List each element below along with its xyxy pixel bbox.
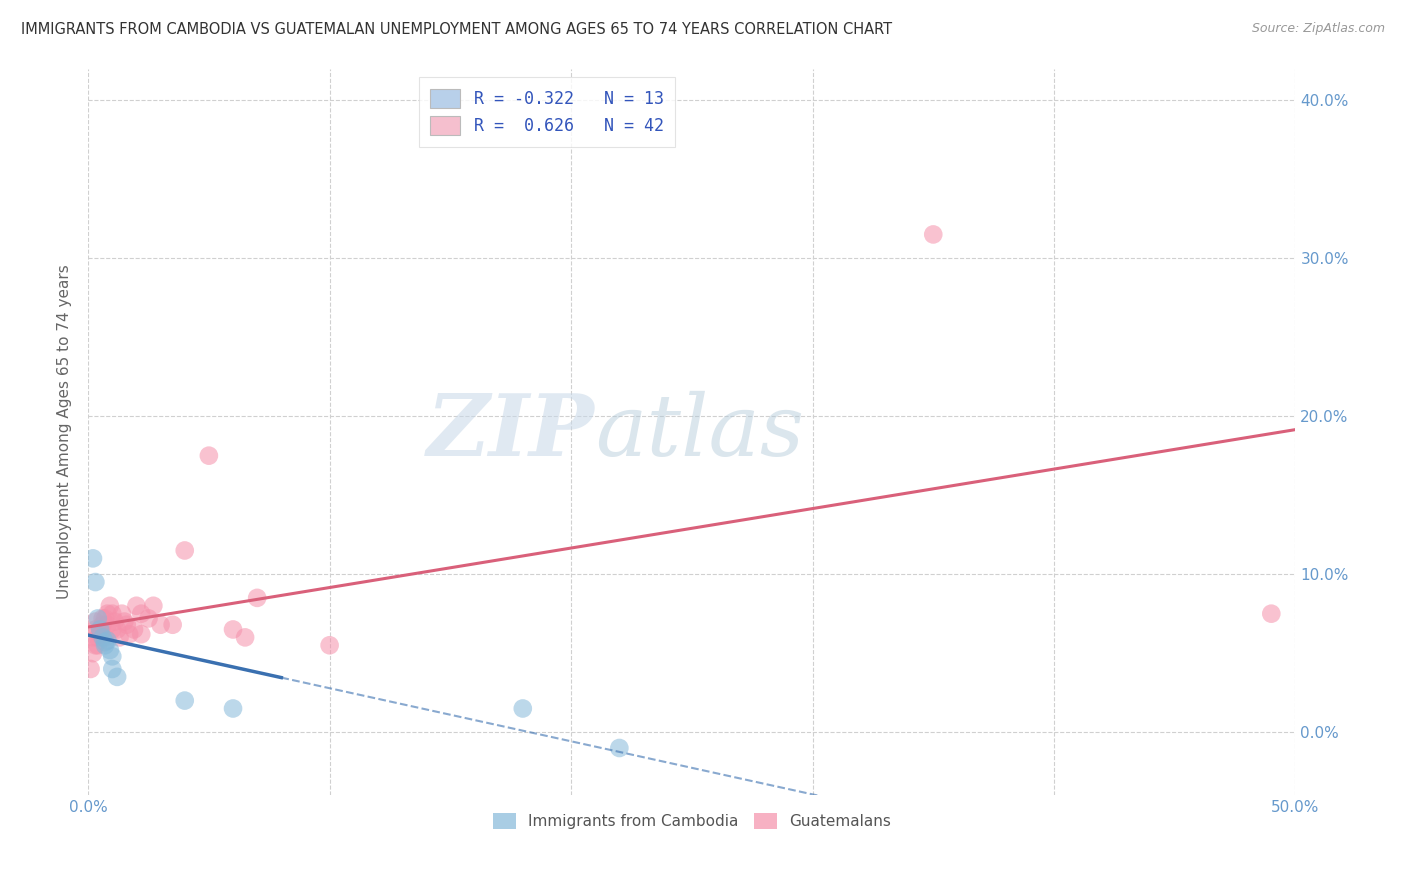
Point <box>87 638 110 652</box>
Point <box>101 662 124 676</box>
Point <box>115 617 138 632</box>
Legend: Immigrants from Cambodia, Guatemalans: Immigrants from Cambodia, Guatemalans <box>486 806 897 835</box>
Point <box>89 627 111 641</box>
Point <box>98 643 121 657</box>
Point <box>96 633 118 648</box>
Point <box>142 599 165 613</box>
Point <box>122 623 145 637</box>
Point <box>91 631 114 645</box>
Point <box>82 631 104 645</box>
Point <box>233 631 256 645</box>
Point <box>922 227 945 242</box>
Point <box>129 627 152 641</box>
Point <box>87 631 110 645</box>
Point <box>512 701 534 715</box>
Point <box>104 615 127 629</box>
Point <box>198 449 221 463</box>
Point <box>91 611 114 625</box>
Point <box>149 617 172 632</box>
Point <box>84 575 107 590</box>
Point <box>162 617 184 632</box>
Point <box>98 599 121 613</box>
Point <box>112 615 135 629</box>
Point <box>87 611 110 625</box>
Point <box>105 623 128 637</box>
Point <box>94 635 117 649</box>
Point <box>101 649 124 664</box>
Text: atlas: atlas <box>595 391 804 474</box>
Point <box>89 623 111 637</box>
Point <box>222 623 245 637</box>
Text: IMMIGRANTS FROM CAMBODIA VS GUATEMALAN UNEMPLOYMENT AMONG AGES 65 TO 74 YEARS CO: IMMIGRANTS FROM CAMBODIA VS GUATEMALAN U… <box>21 22 893 37</box>
Point <box>222 701 245 715</box>
Point <box>129 607 152 621</box>
Text: Source: ZipAtlas.com: Source: ZipAtlas.com <box>1251 22 1385 36</box>
Point <box>94 631 117 645</box>
Point <box>105 670 128 684</box>
Y-axis label: Unemployment Among Ages 65 to 74 years: Unemployment Among Ages 65 to 74 years <box>58 265 72 599</box>
Point <box>138 611 160 625</box>
Point <box>96 607 118 621</box>
Point <box>79 662 101 676</box>
Point <box>125 599 148 613</box>
Point <box>111 607 134 621</box>
Point <box>94 638 117 652</box>
Point <box>84 623 107 637</box>
Point <box>91 617 114 632</box>
Point <box>246 591 269 605</box>
Point <box>89 623 111 637</box>
Point <box>82 551 104 566</box>
Point <box>173 693 195 707</box>
Point <box>82 646 104 660</box>
Point <box>94 611 117 625</box>
Point <box>101 623 124 637</box>
Point <box>609 741 631 756</box>
Text: ZIP: ZIP <box>427 390 595 474</box>
Point <box>96 617 118 632</box>
Point <box>173 543 195 558</box>
Point <box>1260 607 1282 621</box>
Point <box>118 627 141 641</box>
Point <box>84 615 107 629</box>
Point <box>318 638 340 652</box>
Point <box>101 607 124 621</box>
Point <box>84 638 107 652</box>
Point <box>108 631 131 645</box>
